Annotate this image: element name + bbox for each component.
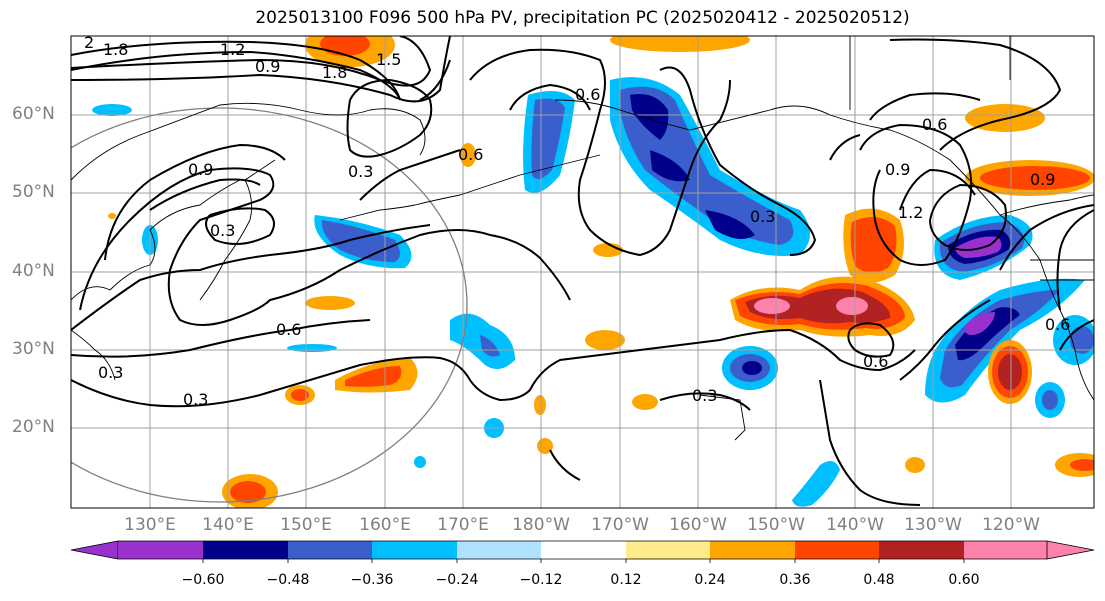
- lon-label: 180°W: [512, 515, 570, 535]
- colorbar-tick-label: 0.48: [863, 572, 895, 588]
- colorbar-tick-label: −0.12: [519, 572, 563, 588]
- lon-label: 130°E: [124, 515, 176, 535]
- lat-label: 20°N: [12, 417, 55, 437]
- contour-label: 1.2: [898, 203, 923, 222]
- lon-label: 120°W: [982, 515, 1040, 535]
- lon-label: 170°E: [437, 515, 489, 535]
- pv-contours: [71, 36, 1094, 506]
- colorbar-tick-label: −0.60: [181, 572, 225, 588]
- contour-label: 0.3: [692, 386, 717, 405]
- colorbar-tick-label: 0.12: [610, 572, 642, 588]
- contour-label: 1.8: [322, 63, 347, 82]
- contour-label: 0.6: [922, 115, 947, 134]
- coastlines: [71, 36, 1094, 441]
- lat-label: 30°N: [12, 339, 55, 359]
- lon-label: 150°E: [280, 515, 332, 535]
- lon-label: 140°W: [826, 515, 884, 535]
- contour-label: 1.8: [103, 40, 128, 59]
- colorbar-tick-label: −0.36: [350, 572, 394, 588]
- range-circle: [71, 107, 468, 503]
- lat-label: 60°N: [12, 104, 55, 124]
- lon-label: 160°W: [669, 515, 727, 535]
- gridlines: [71, 36, 1094, 508]
- contour-label: 1.2: [220, 40, 245, 59]
- colorbar-extend-low: [70, 540, 119, 560]
- contour-label: 0.9: [885, 160, 910, 179]
- contour-labels: 1.8 1.2 0.9 1.8 1.5 0.9 0.3 0.3 0.6 0.3 …: [84, 33, 1070, 409]
- colorbar-tick-label: 0.60: [948, 572, 980, 588]
- colorbar-tick-label: −0.48: [266, 572, 310, 588]
- map-title: 2025013100 F096 500 hPa PV, precipitatio…: [255, 8, 910, 28]
- colorbar-extend-high: [1046, 540, 1095, 560]
- contour-label: 0.3: [210, 221, 235, 240]
- contour-label: 0.9: [188, 160, 213, 179]
- contour-label: 0.6: [458, 145, 483, 164]
- colorbar-tick-label: 0.36: [779, 572, 811, 588]
- contour-label: 0.3: [750, 207, 775, 226]
- contour-label: 1.5: [376, 50, 401, 69]
- lon-label: 150°W: [747, 515, 805, 535]
- colorbar-tick-label: −0.24: [435, 572, 479, 588]
- contour-label: 0.9: [255, 57, 280, 76]
- lat-label: 40°N: [12, 261, 55, 281]
- contour-label: 0.3: [348, 162, 373, 181]
- contour-label: 2: [84, 33, 94, 52]
- contour-label: 0.3: [98, 363, 123, 382]
- contour-label: 0.6: [1045, 315, 1070, 334]
- contour-label: 0.6: [863, 352, 888, 371]
- contour-label: 0.6: [575, 85, 600, 104]
- lon-label: 130°W: [904, 515, 962, 535]
- colorbar-tick-label: 0.24: [694, 572, 726, 588]
- colorbar: [70, 540, 1095, 563]
- contour-label: 0.6: [276, 320, 301, 339]
- lat-label: 50°N: [12, 182, 55, 202]
- lon-label: 160°E: [359, 515, 411, 535]
- plot-frame: [70, 35, 1095, 509]
- lon-label: 170°W: [591, 515, 649, 535]
- contour-label: 0.9: [1030, 170, 1055, 189]
- lon-label: 140°E: [202, 515, 254, 535]
- contour-label: 0.3: [183, 390, 208, 409]
